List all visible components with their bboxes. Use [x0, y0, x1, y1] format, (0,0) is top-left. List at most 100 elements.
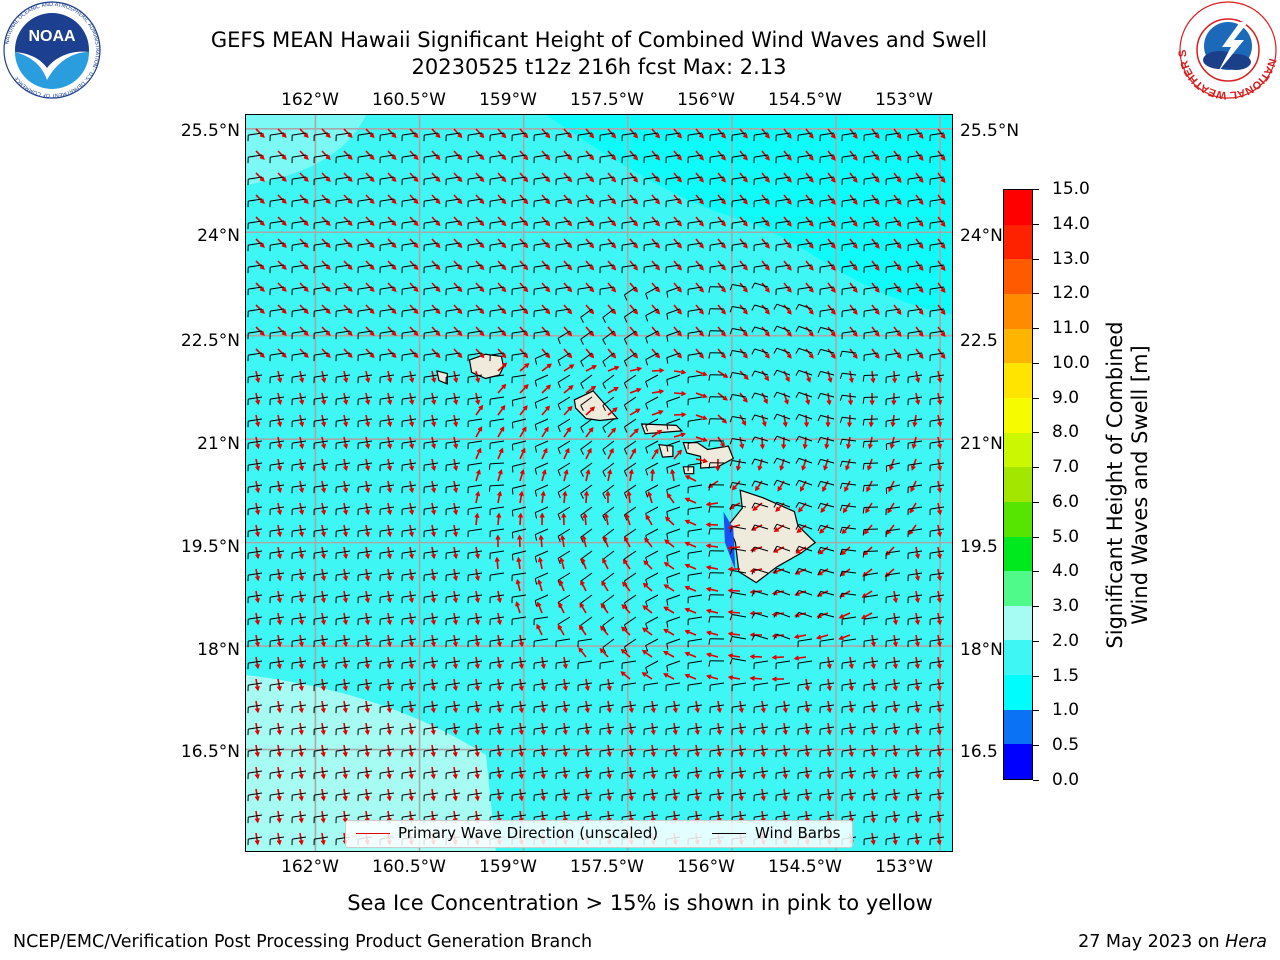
- wind-barb-feather: [795, 326, 800, 332]
- wave-arrow: [651, 410, 663, 416]
- wind-barb: [468, 638, 483, 642]
- wind-barb-feather: [557, 558, 561, 565]
- wind-barb: [424, 462, 439, 466]
- wind-barb: [446, 594, 461, 598]
- wave-arrow: [607, 386, 618, 394]
- wind-barb: [512, 374, 527, 378]
- wave-arrow: [908, 524, 917, 535]
- wind-barb: [490, 198, 505, 202]
- wave-arrow: [579, 625, 587, 636]
- wave-arrow-head: [364, 641, 370, 648]
- wind-barb: [402, 528, 417, 532]
- wave-arrow: [937, 436, 942, 448]
- wave-arrow-head: [364, 729, 370, 736]
- wind-barb: [754, 792, 769, 796]
- wave-arrow: [431, 524, 435, 536]
- wind-barb-feather: [729, 416, 733, 423]
- wave-arrow: [585, 788, 589, 801]
- wind-barb: [622, 770, 637, 774]
- wave-arrow-head: [852, 331, 858, 337]
- wind-barb: [270, 836, 285, 840]
- wind-barb: [798, 457, 813, 464]
- wind-barb: [864, 682, 879, 686]
- wave-arrow-head: [561, 512, 567, 518]
- wave-arrow-head: [259, 220, 265, 226]
- wind-barb: [600, 286, 615, 290]
- wave-arrow: [937, 414, 942, 426]
- colorbar-tick-mark: [1033, 189, 1039, 190]
- wave-arrow-head: [760, 729, 766, 736]
- wave-arrow-head: [474, 512, 480, 519]
- wave-arrow-head: [517, 534, 523, 540]
- wind-barb: [446, 198, 461, 202]
- wind-barb: [776, 176, 791, 180]
- wave-arrow-head: [298, 575, 304, 582]
- wind-barb: [798, 198, 813, 202]
- wave-arrow-head: [940, 243, 946, 249]
- colorbar-tick-mark: [1033, 467, 1039, 469]
- wave-arrow-head: [786, 133, 792, 139]
- wind-barb: [556, 132, 571, 136]
- wind-barb: [534, 594, 549, 602]
- wave-arrow-head: [453, 509, 459, 516]
- wind-barb-feather: [645, 337, 649, 344]
- wind-barb: [908, 506, 923, 510]
- wave-arrow: [607, 470, 612, 482]
- wave-arrow: [886, 524, 895, 535]
- wave-arrow: [299, 766, 303, 779]
- wind-barb: [556, 704, 571, 708]
- wave-arrow: [870, 414, 873, 427]
- wave-arrow-head: [808, 177, 814, 183]
- wind-barb-feather: [708, 352, 711, 359]
- wind-barb-feather: [729, 548, 733, 555]
- wind-barb: [512, 220, 527, 224]
- wave-arrow: [453, 370, 458, 382]
- wave-arrow-head: [391, 330, 397, 337]
- nws-logo: NATIONAL WEATHER SERVICE: [1174, 0, 1278, 101]
- wind-barb: [336, 572, 351, 576]
- wave-arrow-head: [281, 242, 287, 248]
- wind-barb: [732, 306, 747, 310]
- wave-arrow: [750, 655, 763, 658]
- wave-arrow-head: [435, 353, 441, 359]
- colorbar-segment: [1004, 294, 1032, 329]
- colorbar-tick-mark: [1033, 362, 1039, 364]
- wave-arrow-head: [702, 371, 708, 377]
- wave-arrow: [607, 766, 611, 779]
- wind-barb-feather: [729, 592, 733, 599]
- wave-arrow-head: [303, 154, 309, 160]
- wave-arrow-head: [911, 465, 916, 471]
- wave-arrow-head: [589, 133, 595, 139]
- wave-arrow-head: [896, 133, 902, 139]
- wind-barb: [842, 372, 857, 376]
- wind-barb: [358, 352, 373, 356]
- wave-arrow: [585, 304, 594, 314]
- wave-arrow: [431, 744, 435, 756]
- wave-arrow: [255, 370, 260, 382]
- wind-barb: [402, 352, 417, 356]
- wind-barb: [534, 374, 549, 382]
- wave-arrow-head: [761, 421, 767, 427]
- wind-barb: [864, 770, 879, 774]
- wave-arrow-head: [435, 133, 441, 139]
- wave-arrow: [805, 678, 809, 690]
- wave-arrow: [365, 722, 369, 734]
- wave-arrow-head: [852, 353, 858, 359]
- wind-barb: [512, 748, 527, 752]
- wave-arrow: [321, 546, 325, 558]
- wave-arrow-head: [650, 729, 656, 736]
- wind-barb-feather: [751, 304, 756, 311]
- wind-barb: [512, 506, 527, 511]
- wave-arrow-head: [562, 663, 568, 670]
- wind-barb-feather: [534, 446, 538, 453]
- wave-arrow-head: [496, 641, 502, 648]
- wave-arrow: [387, 480, 391, 492]
- wave-arrow-head: [325, 176, 331, 182]
- wave-arrow: [605, 514, 609, 526]
- wind-barb: [270, 154, 285, 158]
- wind-barb: [578, 198, 593, 202]
- wave-arrow: [277, 458, 281, 470]
- wind-barb: [468, 396, 483, 400]
- wave-arrow-head: [607, 468, 613, 475]
- colorbar-segment: [1004, 571, 1032, 606]
